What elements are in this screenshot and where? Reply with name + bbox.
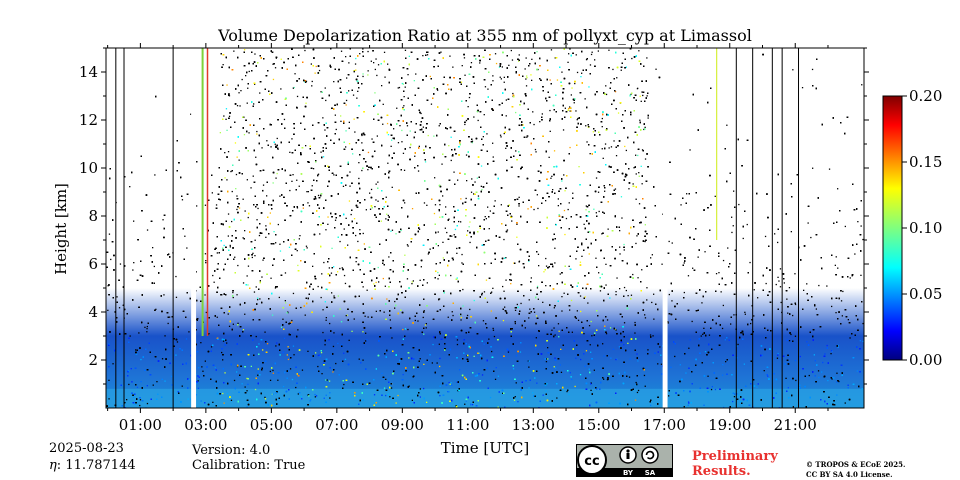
y-tick-label: 10 — [79, 159, 98, 177]
y-axis-label: Height [km] — [52, 183, 70, 275]
data-gap — [191, 48, 197, 408]
date-label: 2025-08-23 — [49, 441, 124, 456]
colorbar-axis: 0.00 0.05 0.10 0.15 0.20 — [902, 87, 942, 369]
colorbar-tick-label: 0.20 — [909, 87, 942, 105]
y-tick-label: 14 — [79, 63, 98, 81]
data-gap — [662, 48, 668, 408]
x-tick-label: 15:00 — [577, 416, 620, 434]
x-tick-label: 19:00 — [708, 416, 751, 434]
preliminary-line-2: Results. — [692, 464, 751, 479]
colorbar-tick-label: 0.00 — [909, 351, 942, 369]
colorbar-tick-label: 0.10 — [909, 219, 942, 237]
heatmap — [106, 48, 864, 408]
x-tick-label: 03:00 — [184, 416, 227, 434]
eta-label: η: 11.787144 — [49, 458, 136, 473]
y-tick-label: 2 — [88, 351, 98, 369]
surface-band — [106, 388, 864, 408]
x-axis-label: Time [UTC] — [441, 439, 530, 457]
y-tick-label: 6 — [88, 255, 98, 273]
y-tick-label: 12 — [79, 111, 98, 129]
x-tick-label: 07:00 — [315, 416, 358, 434]
cc-license-icon: cc BY SA — [576, 444, 673, 477]
x-tick-label: 21:00 — [774, 416, 817, 434]
eta-value: 11.787144 — [65, 458, 136, 473]
x-tick-label: 11:00 — [446, 416, 489, 434]
copyright-note: © TROPOS & ECoE 2025. CC BY SA 4.0 Licen… — [806, 460, 905, 480]
signal-noise — [106, 48, 864, 408]
near-surface-layer — [106, 288, 864, 408]
plot-frame — [105, 47, 865, 409]
copyright-line-1: © TROPOS & ECoE 2025. — [806, 460, 906, 469]
chart-title: Volume Depolarization Ratio at 355 nm of… — [217, 26, 752, 45]
y-axis: 2 4 6 8 10 12 14 — [79, 47, 869, 385]
version-label: Version: 4.0 — [192, 443, 271, 458]
x-tick-label: 09:00 — [381, 416, 424, 434]
colorbar-tick-label: 0.05 — [909, 285, 942, 303]
colorbar — [882, 95, 903, 361]
copyright-line-2: CC BY SA 4.0 License. — [806, 470, 893, 479]
colorbar-tick-label: 0.15 — [909, 153, 942, 171]
x-tick-label: 05:00 — [250, 416, 293, 434]
preliminary-note: Preliminary Results. — [692, 449, 778, 479]
y-tick-label: 8 — [88, 207, 98, 225]
x-tick-label: 17:00 — [643, 416, 686, 434]
x-tick-label: 13:00 — [512, 416, 555, 434]
calibration-label: Calibration: True — [192, 458, 306, 473]
preliminary-line-1: Preliminary — [692, 449, 778, 464]
x-axis: 01:00 03:00 05:00 07:00 09:00 11:00 13:00 15:00… — [107, 43, 829, 434]
y-tick-label: 4 — [88, 303, 98, 321]
x-tick-label: 01:00 — [119, 416, 162, 434]
